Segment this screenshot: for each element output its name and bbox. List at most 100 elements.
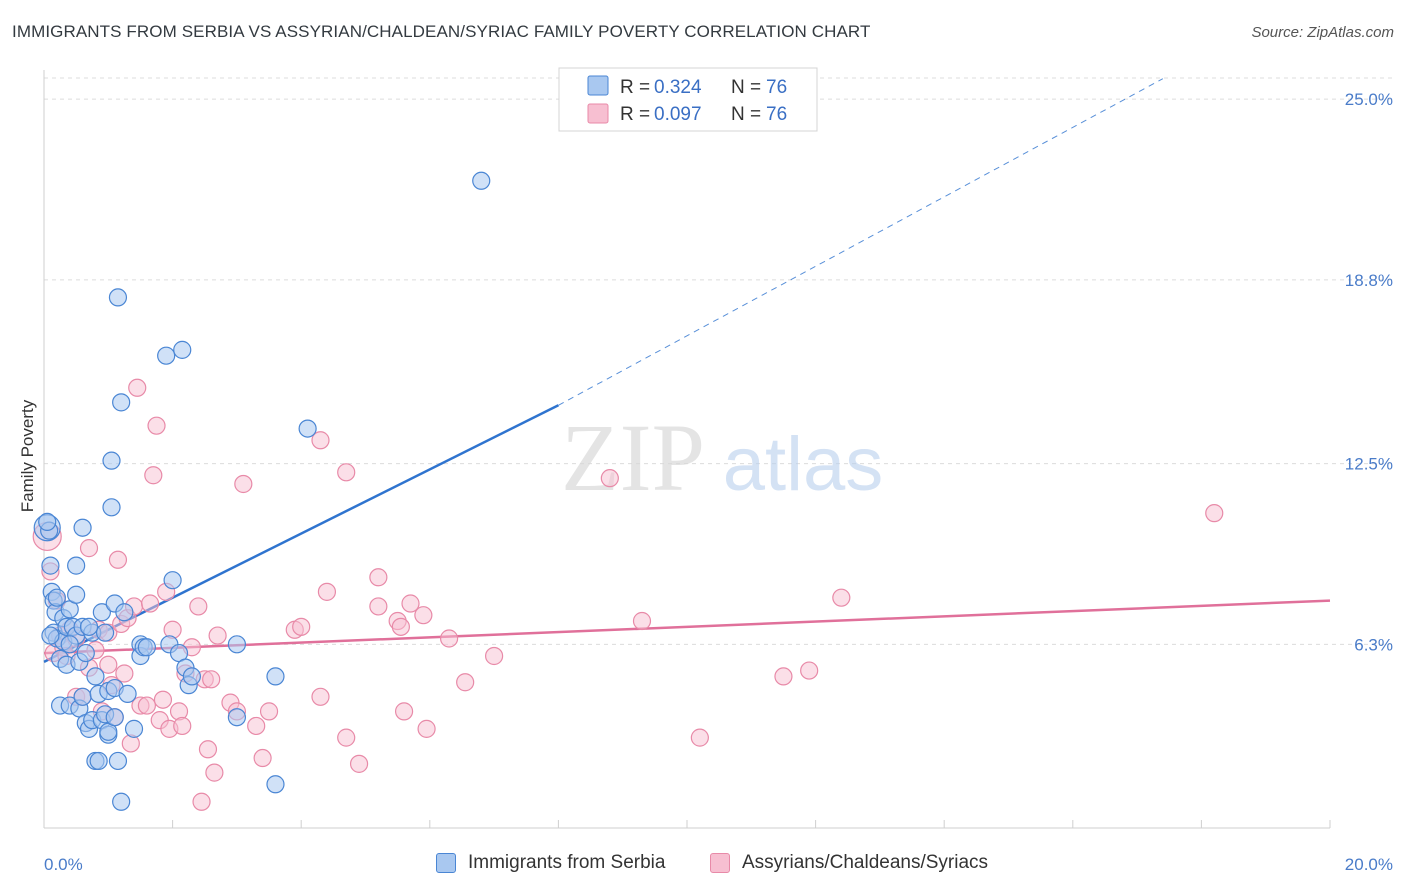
assyrian-point xyxy=(369,597,388,616)
serbia-point xyxy=(105,708,124,727)
assyrian-point xyxy=(202,670,221,689)
gridlines xyxy=(44,77,1392,645)
y-tick-label-3: 25.0% xyxy=(1345,90,1393,109)
serbia-point xyxy=(115,603,134,622)
serbia-point xyxy=(472,171,491,190)
assyrian-point xyxy=(198,740,218,759)
trendlines xyxy=(43,78,1331,663)
watermark: ZIP atlas xyxy=(561,404,883,511)
axes xyxy=(43,70,1331,829)
assyrian-point xyxy=(147,416,166,435)
assyrian-point xyxy=(485,646,504,666)
legend-n-serbia: 76 xyxy=(766,77,787,98)
serbia-point xyxy=(38,512,57,531)
x-tick-label-min: 0.0% xyxy=(44,855,83,874)
assyrian-point xyxy=(189,597,208,616)
assyrian-point xyxy=(414,606,433,625)
serbia-point xyxy=(124,719,144,738)
legend-r-assyrian: 0.097 xyxy=(654,104,702,125)
legend-swatch-serbia xyxy=(587,75,609,96)
serbia-point xyxy=(108,288,128,307)
legend-r-label-assyrian: R = xyxy=(620,104,650,125)
assyrian-point xyxy=(311,687,330,706)
serbia-point xyxy=(137,638,156,657)
serbia-point xyxy=(118,684,137,703)
serbia-point xyxy=(182,667,201,686)
assyrian-series-name: Assyrians/Chaldeans/Syriacs xyxy=(742,852,989,873)
assyrian-point xyxy=(317,582,337,601)
serbia-point xyxy=(298,419,317,438)
assyrian-point xyxy=(337,463,356,482)
assyrian-point xyxy=(108,550,128,569)
serbia-point xyxy=(157,346,176,365)
bottom-legend-serbia[interactable]: Immigrants from Serbia xyxy=(436,852,665,874)
y-tick-label-2: 18.8% xyxy=(1345,271,1393,290)
serbia-point xyxy=(47,588,66,607)
serbia-point xyxy=(41,626,60,645)
serbia-point xyxy=(112,393,131,412)
assyrian-point xyxy=(292,617,311,636)
tick-labels: 6.3% 12.5% 18.8% 25.0% 0.0% 20.0% xyxy=(44,90,1393,874)
assyrian-point xyxy=(153,690,173,709)
assyrian-point xyxy=(600,469,619,488)
serbia-point xyxy=(73,518,92,537)
serbia-series-name: Immigrants from Serbia xyxy=(468,852,666,873)
bottom-legend-assyrian[interactable]: Assyrians/Chaldeans/Syriacs xyxy=(710,852,988,874)
serbia-point xyxy=(67,585,86,604)
serbia-point xyxy=(102,451,121,470)
serbia-points xyxy=(33,171,491,811)
legend-r-label-serbia: R = xyxy=(620,77,650,98)
legend: R = 0.324 N = 76 R = 0.097 N = 76 xyxy=(558,67,818,132)
assyrian-point xyxy=(311,431,330,450)
y-tick-label-0: 6.3% xyxy=(1354,635,1393,654)
serbia-point xyxy=(227,708,246,727)
serbia-swatch xyxy=(436,853,456,873)
assyrian-point xyxy=(144,466,163,485)
chart-source: Source: ZipAtlas.com xyxy=(1251,24,1394,41)
assyrian-swatch xyxy=(710,853,730,873)
serbia-point xyxy=(76,643,95,663)
assyrian-point xyxy=(690,728,709,747)
assyrian-point xyxy=(774,667,793,686)
assyrian-point xyxy=(234,474,253,494)
assyrian-point xyxy=(401,594,420,613)
assyrian-point xyxy=(205,763,224,782)
watermark-zip: ZIP xyxy=(561,404,705,511)
legend-n-assyrian: 76 xyxy=(766,104,787,125)
serbia-point xyxy=(108,751,128,771)
assyrian-point xyxy=(456,673,475,692)
serbia-point xyxy=(163,571,182,590)
legend-n-label-assyrian: N = xyxy=(731,104,761,125)
assyrian-point xyxy=(349,754,369,773)
serbia-point xyxy=(266,775,285,794)
assyrian-point xyxy=(253,748,272,768)
trendline-assyrian xyxy=(43,599,1331,655)
legend-r-serbia: 0.324 xyxy=(654,77,702,98)
serbia-point xyxy=(173,340,192,359)
assyrian-point xyxy=(337,728,356,747)
assyrian-point xyxy=(394,702,414,721)
assyrian-point xyxy=(79,539,99,558)
assyrian-point xyxy=(208,626,227,645)
assyrian-point xyxy=(800,661,819,680)
serbia-point xyxy=(79,617,99,636)
assyrian-point xyxy=(632,611,652,631)
serbia-point xyxy=(227,635,246,654)
assyrian-point xyxy=(247,716,266,736)
serbia-point xyxy=(89,751,108,771)
assyrian-point xyxy=(439,629,459,648)
assyrian-point xyxy=(137,696,156,715)
serbia-point xyxy=(60,635,79,654)
assyrian-point xyxy=(417,719,436,738)
serbia-point xyxy=(112,792,131,811)
assyrian-point xyxy=(173,716,192,736)
legend-n-label-serbia: N = xyxy=(731,77,761,98)
trendline-serbia-extension xyxy=(558,78,1164,406)
assyrian-point xyxy=(99,655,118,674)
serbia-point xyxy=(86,667,105,686)
assyrian-point xyxy=(832,588,851,607)
serbia-point xyxy=(67,556,86,575)
assyrian-point xyxy=(140,594,160,613)
x-tick-label-max: 20.0% xyxy=(1345,855,1393,874)
